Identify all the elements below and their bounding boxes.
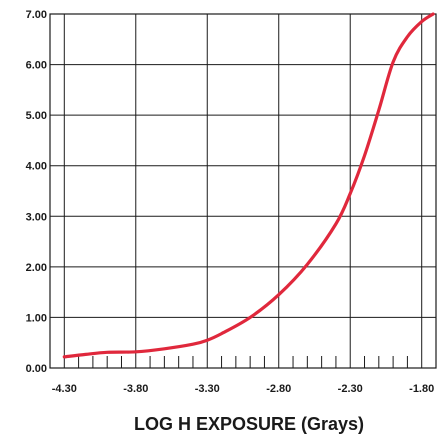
x-tick-label: -4.30 xyxy=(52,383,77,395)
y-tick-label: 2.00 xyxy=(26,262,47,274)
grid xyxy=(49,13,437,369)
y-tick-label: 4.00 xyxy=(26,161,47,173)
y-tick-label: 6.00 xyxy=(26,60,47,72)
x-tick-label: -3.30 xyxy=(195,383,220,395)
y-tick-label: 1.00 xyxy=(26,312,47,324)
series-line xyxy=(62,12,435,359)
x-tick-label: -1.80 xyxy=(409,383,434,395)
y-tick-label: 0.00 xyxy=(26,363,47,375)
x-tick-label: -3.80 xyxy=(123,383,148,395)
x-axis-label: LOG H EXPOSURE (Grays) xyxy=(134,414,364,434)
x-tick-label: -2.80 xyxy=(266,383,291,395)
x-tick-labels: -4.30 -3.80 -3.30 -2.80 -2.30 -1.80 xyxy=(52,383,434,395)
plot-frame xyxy=(49,13,437,369)
x-tick-label: -2.30 xyxy=(338,383,363,395)
minor-ticks xyxy=(78,356,408,368)
y-tick-label: 7.00 xyxy=(26,9,47,21)
y-tick-labels: 0.00 1.00 2.00 3.00 4.00 5.00 6.00 7.00 xyxy=(26,9,47,375)
series xyxy=(62,12,435,359)
y-tick-label: 5.00 xyxy=(26,110,47,122)
y-tick-label: 3.00 xyxy=(26,211,47,223)
